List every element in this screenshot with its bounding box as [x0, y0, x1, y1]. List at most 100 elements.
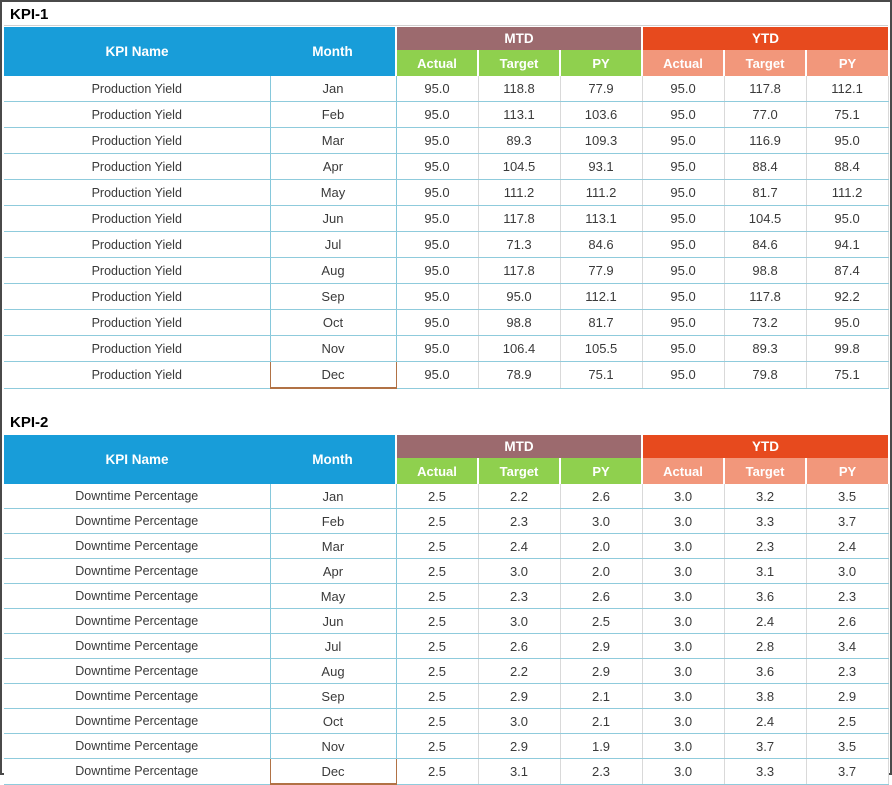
- value-cell[interactable]: 95.0: [396, 231, 478, 258]
- value-cell[interactable]: 3.6: [723, 583, 807, 609]
- month-cell[interactable]: Oct: [269, 309, 397, 336]
- value-cell[interactable]: 2.4: [477, 533, 560, 559]
- value-cell[interactable]: 3.1: [477, 758, 560, 785]
- value-cell[interactable]: 2.2: [477, 658, 560, 684]
- value-cell[interactable]: 3.0: [641, 508, 725, 534]
- value-cell[interactable]: 88.4: [723, 153, 807, 180]
- value-cell[interactable]: 3.0: [477, 558, 560, 584]
- value-cell[interactable]: 79.8: [723, 361, 807, 389]
- value-cell[interactable]: 2.6: [559, 484, 643, 509]
- value-cell[interactable]: 2.5: [396, 633, 478, 659]
- kpi-name-cell[interactable]: Production Yield: [4, 101, 270, 128]
- value-cell[interactable]: 2.5: [396, 508, 478, 534]
- value-cell[interactable]: 3.1: [723, 558, 807, 584]
- value-cell[interactable]: 84.6: [723, 231, 807, 258]
- value-cell[interactable]: 3.8: [723, 683, 807, 709]
- value-cell[interactable]: 95.0: [477, 283, 560, 310]
- value-cell[interactable]: 111.2: [477, 179, 560, 206]
- value-cell[interactable]: 117.8: [477, 257, 560, 284]
- value-cell[interactable]: 2.5: [559, 608, 643, 634]
- kpi-name-cell[interactable]: Production Yield: [4, 309, 270, 336]
- value-cell[interactable]: 77.0: [723, 101, 807, 128]
- value-cell[interactable]: 111.2: [805, 179, 889, 206]
- month-cell[interactable]: Jan: [269, 484, 397, 509]
- value-cell[interactable]: 2.5: [396, 608, 478, 634]
- kpi-name-cell[interactable]: Downtime Percentage: [4, 484, 270, 509]
- value-cell[interactable]: 95.0: [396, 153, 478, 180]
- value-cell[interactable]: 2.1: [559, 708, 643, 734]
- value-cell[interactable]: 2.0: [559, 533, 643, 559]
- value-cell[interactable]: 3.7: [723, 733, 807, 759]
- value-cell[interactable]: 2.9: [559, 658, 643, 684]
- kpi-name-cell[interactable]: Downtime Percentage: [4, 708, 270, 734]
- month-cell[interactable]: May: [269, 583, 397, 609]
- value-cell[interactable]: 3.0: [477, 608, 560, 634]
- value-cell[interactable]: 95.0: [396, 257, 478, 284]
- value-cell[interactable]: 105.5: [559, 335, 643, 362]
- value-cell[interactable]: 3.5: [805, 733, 889, 759]
- value-cell[interactable]: 98.8: [723, 257, 807, 284]
- value-cell[interactable]: 103.6: [559, 101, 643, 128]
- value-cell[interactable]: 2.4: [723, 708, 807, 734]
- month-cell[interactable]: Nov: [269, 733, 397, 759]
- value-cell[interactable]: 2.5: [396, 733, 478, 759]
- value-cell[interactable]: 95.0: [641, 309, 725, 336]
- value-cell[interactable]: 2.8: [723, 633, 807, 659]
- value-cell[interactable]: 95.0: [641, 101, 725, 128]
- value-cell[interactable]: 112.1: [559, 283, 643, 310]
- value-cell[interactable]: 73.2: [723, 309, 807, 336]
- kpi-name-cell[interactable]: Production Yield: [4, 361, 270, 389]
- value-cell[interactable]: 2.5: [396, 708, 478, 734]
- value-cell[interactable]: 3.6: [723, 658, 807, 684]
- value-cell[interactable]: 81.7: [723, 179, 807, 206]
- value-cell[interactable]: 75.1: [805, 361, 889, 389]
- value-cell[interactable]: 93.1: [559, 153, 643, 180]
- month-cell[interactable]: Jul: [269, 633, 397, 659]
- value-cell[interactable]: 2.9: [559, 633, 643, 659]
- value-cell[interactable]: 117.8: [477, 205, 560, 232]
- value-cell[interactable]: 75.1: [559, 361, 643, 389]
- kpi-name-cell[interactable]: Downtime Percentage: [4, 633, 270, 659]
- month-cell[interactable]: Apr: [269, 153, 397, 180]
- value-cell[interactable]: 95.0: [396, 335, 478, 362]
- value-cell[interactable]: 106.4: [477, 335, 560, 362]
- month-cell[interactable]: Sep: [269, 683, 397, 709]
- value-cell[interactable]: 2.5: [396, 758, 478, 785]
- value-cell[interactable]: 2.3: [723, 533, 807, 559]
- kpi-name-cell[interactable]: Downtime Percentage: [4, 508, 270, 534]
- value-cell[interactable]: 75.1: [805, 101, 889, 128]
- value-cell[interactable]: 117.8: [723, 283, 807, 310]
- month-cell[interactable]: Aug: [269, 257, 397, 284]
- value-cell[interactable]: 2.4: [805, 533, 889, 559]
- value-cell[interactable]: 95.0: [641, 283, 725, 310]
- value-cell[interactable]: 95.0: [805, 127, 889, 154]
- value-cell[interactable]: 1.9: [559, 733, 643, 759]
- value-cell[interactable]: 2.5: [396, 583, 478, 609]
- value-cell[interactable]: 3.0: [641, 633, 725, 659]
- month-cell[interactable]: Jul: [269, 231, 397, 258]
- value-cell[interactable]: 95.0: [396, 283, 478, 310]
- kpi-name-cell[interactable]: Production Yield: [4, 76, 270, 102]
- value-cell[interactable]: 99.8: [805, 335, 889, 362]
- value-cell[interactable]: 3.0: [641, 708, 725, 734]
- value-cell[interactable]: 94.1: [805, 231, 889, 258]
- value-cell[interactable]: 2.5: [396, 533, 478, 559]
- value-cell[interactable]: 111.2: [559, 179, 643, 206]
- value-cell[interactable]: 3.0: [477, 708, 560, 734]
- value-cell[interactable]: 3.0: [641, 733, 725, 759]
- value-cell[interactable]: 2.5: [805, 708, 889, 734]
- month-cell[interactable]: Aug: [269, 658, 397, 684]
- kpi-name-cell[interactable]: Production Yield: [4, 257, 270, 284]
- value-cell[interactable]: 2.9: [805, 683, 889, 709]
- value-cell[interactable]: 2.6: [477, 633, 560, 659]
- value-cell[interactable]: 2.9: [477, 733, 560, 759]
- value-cell[interactable]: 3.0: [641, 758, 725, 785]
- kpi-name-cell[interactable]: Production Yield: [4, 205, 270, 232]
- value-cell[interactable]: 2.4: [723, 608, 807, 634]
- value-cell[interactable]: 88.4: [805, 153, 889, 180]
- value-cell[interactable]: 104.5: [477, 153, 560, 180]
- value-cell[interactable]: 2.5: [396, 484, 478, 509]
- month-cell[interactable]: Mar: [269, 533, 397, 559]
- kpi-name-cell[interactable]: Production Yield: [4, 335, 270, 362]
- value-cell[interactable]: 92.2: [805, 283, 889, 310]
